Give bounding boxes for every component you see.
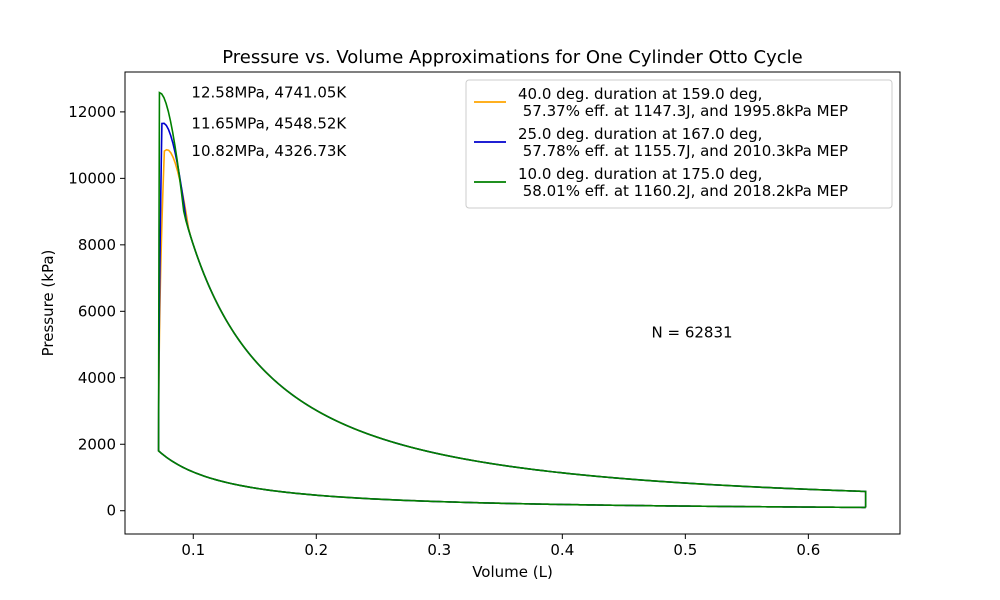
series-layer [157,91,867,509]
y-tick-label: 8000 [78,236,116,254]
annotation-layer: 12.58MPa, 4741.05K 11.65MPa, 4548.52K 10.8… [191,84,732,342]
legend-box [465,79,893,209]
annotation-label: 12.58MPa, 4741.05K [191,84,347,102]
y-tick-label: 0 [106,502,116,520]
axis-layer: 0.1 0.2 0.3 0.4 0.5 0.6 0 2000 4000 6000 8000 10000… [68,103,820,559]
y-tick-label: 10000 [68,169,116,187]
x-tick-label: 0.3 [427,541,451,559]
y-axis-label: Pressure (kPa) [39,250,57,357]
x-axis-label: Volume (L) [472,563,553,581]
y-tick-label: 2000 [78,435,116,453]
legend-entry: 10.0 deg. duration at 175.0 deg, 58.01% … [518,165,848,200]
annotation-label: N = 62831 [652,324,733,342]
annotation-label: 10.82MPa, 4326.73K [191,142,347,160]
x-tick-label: 0.2 [304,541,328,559]
chart-title: Pressure vs. Volume Approximations for O… [222,47,802,68]
legend: 40.0 deg. duration at 159.0 deg, 57.37% … [465,79,893,209]
series-line-3 [157,91,867,509]
annotation-label: 11.65MPa, 4548.52K [191,115,347,133]
x-tick-label: 0.4 [550,541,574,559]
legend-entry: 25.0 deg. duration at 167.0 deg, 57.78% … [518,125,848,160]
x-tick-label: 0.5 [673,541,697,559]
legend-entry: 40.0 deg. duration at 159.0 deg, 57.37% … [518,85,848,120]
x-tick-label: 0.1 [181,541,205,559]
y-tick-label: 4000 [78,369,116,387]
y-tick-label: 6000 [78,302,116,320]
y-tick-label: 12000 [68,103,116,121]
x-tick-label: 0.6 [796,541,820,559]
plot-frame [124,71,901,535]
